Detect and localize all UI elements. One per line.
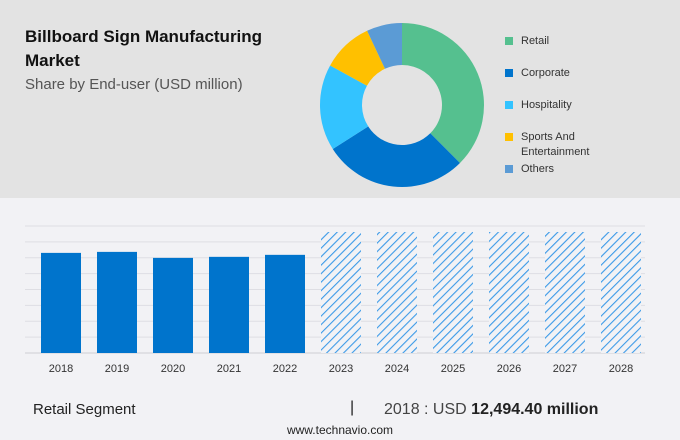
x-tick-label: 2021 (217, 363, 241, 375)
donut-slice-sports-and-entertainment (330, 30, 385, 86)
value-amount: 12,494.40 million (471, 401, 599, 418)
bar-2021 (209, 256, 249, 353)
legend-label: Hospitality (521, 99, 572, 111)
x-tick-label: 2027 (553, 363, 577, 375)
forecast-bar-2028 (601, 232, 641, 353)
legend-label: Corporate (521, 67, 570, 79)
forecast-bar-2027 (545, 232, 585, 353)
separator: | (350, 399, 355, 416)
legend-label: Sports And Entertainment (521, 131, 590, 158)
chart-title: Billboard Sign Manufacturing Market (25, 27, 263, 70)
bar-2020 (153, 257, 193, 353)
x-tick-label: 2024 (385, 363, 409, 375)
x-tick-label: 2018 (49, 363, 73, 375)
legend-swatch (505, 69, 513, 77)
bar-2022 (265, 254, 305, 353)
forecast-bar-2026 (489, 232, 529, 353)
donut-slice-corporate (332, 126, 460, 187)
x-tick-label: 2028 (609, 363, 633, 375)
bar-2018 (41, 252, 81, 353)
donut-slice-others (367, 23, 402, 69)
donut-slice-retail (402, 23, 484, 163)
legend-swatch (505, 37, 513, 45)
forecast-bar-2023 (321, 232, 361, 353)
value-prefix: 2018 : USD (384, 401, 467, 418)
donut-chart (319, 23, 484, 187)
donut-slice-hospitality (319, 65, 369, 149)
forecast-bar-2024 (377, 232, 417, 353)
legend-label: Retail (521, 35, 550, 47)
x-axis-labels: 2018 2019 2020 2021 2022 2023 2024 2025 2026 2027… (49, 363, 633, 375)
legend-label: Others (521, 163, 555, 175)
bar-2019 (97, 251, 137, 353)
chart-subtitle: Share by End-user (USD million) (25, 76, 243, 93)
x-tick-label: 2025 (441, 363, 465, 375)
x-tick-label: 2023 (329, 363, 353, 375)
segment-value: 2018 : USD 12,494.40 million (384, 401, 598, 419)
segment-label: Retail Segment (33, 401, 136, 418)
x-tick-label: 2019 (105, 363, 129, 375)
source-site: www.technavio.com (286, 423, 394, 437)
legend-swatch (505, 133, 513, 141)
x-tick-label: 2022 (273, 363, 297, 375)
x-tick-label: 2020 (161, 363, 185, 375)
forecast-bar-2025 (433, 232, 473, 353)
legend-swatch (505, 101, 513, 109)
x-tick-label: 2026 (497, 363, 521, 375)
legend-swatch (505, 165, 513, 173)
bar-series (41, 232, 641, 353)
